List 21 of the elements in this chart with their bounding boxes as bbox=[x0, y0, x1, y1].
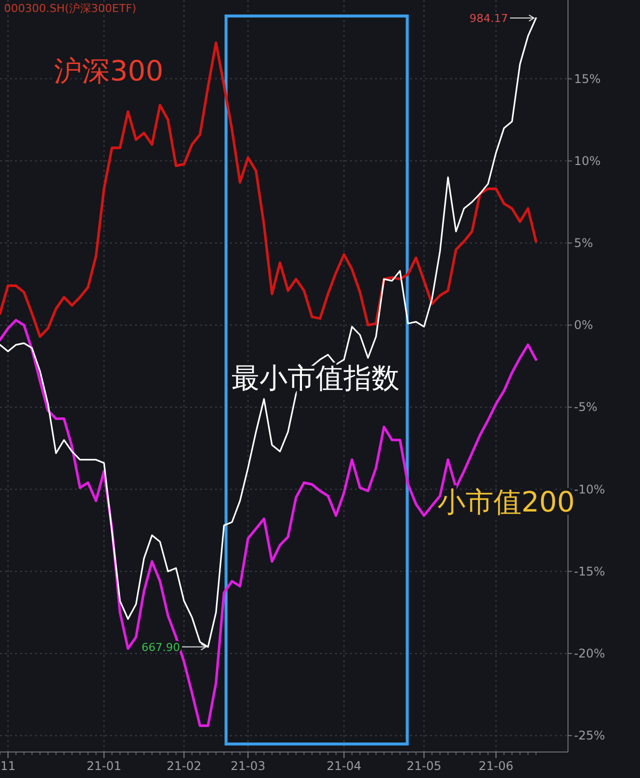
series-label: 沪深300 bbox=[54, 54, 164, 88]
y-tick-label: -25% bbox=[574, 728, 606, 743]
y-tick-label: -15% bbox=[574, 564, 606, 578]
series-label: 小市值200 bbox=[437, 485, 575, 518]
x-tick-label: 21-04 bbox=[326, 759, 362, 773]
x-tick-label: 21-01 bbox=[86, 759, 122, 773]
annotation: 984.17 bbox=[470, 12, 508, 26]
x-tick-label: 21-02 bbox=[166, 759, 202, 773]
y-tick-label: 5% bbox=[574, 236, 594, 250]
chart-title: 000300.SH(沪深300ETF) bbox=[4, 2, 136, 15]
x-tick-label: 11 bbox=[0, 759, 16, 773]
y-tick-label: 15% bbox=[574, 72, 601, 86]
x-tick-label: 21-03 bbox=[230, 759, 266, 773]
x-tick-label: 21-05 bbox=[406, 759, 442, 773]
y-tick-label: -20% bbox=[574, 646, 606, 660]
y-tick-label: 0% bbox=[574, 318, 594, 332]
x-tick-label: 21-06 bbox=[478, 759, 514, 773]
y-tick-label: -5% bbox=[574, 400, 598, 414]
y-tick-label: 10% bbox=[574, 154, 601, 168]
y-tick-label: -10% bbox=[574, 482, 606, 496]
line-series bbox=[0, 41, 538, 338]
